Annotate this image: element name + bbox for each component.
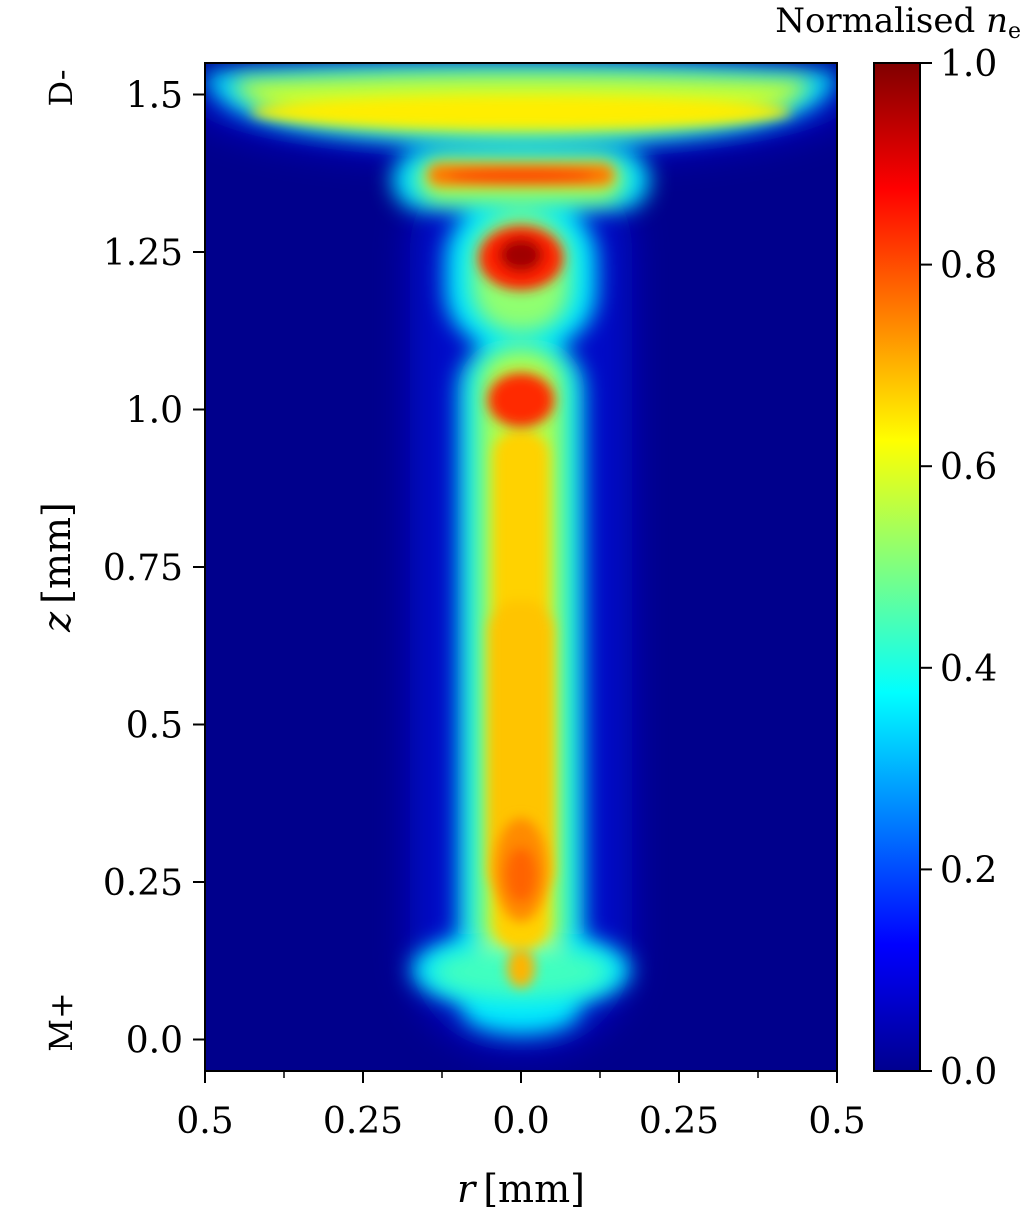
colorbar-tick-label: 0.0 — [940, 1052, 997, 1093]
y-tick-label: 0.5 — [126, 706, 183, 747]
x-tick-label: 0.25 — [639, 1101, 719, 1142]
colorbar-tick-label: 0.6 — [940, 447, 997, 488]
colorbar-tick-label: 0.2 — [940, 850, 997, 891]
colorbar-tick-label: 0.8 — [940, 246, 997, 287]
y-tick-label: 0.25 — [103, 863, 183, 904]
colorbar — [873, 62, 921, 1072]
colorbar-tick-label: 0.4 — [940, 649, 997, 690]
y-tick-label: 1.25 — [103, 233, 183, 274]
electrode-top-label: D- — [42, 69, 80, 106]
electrode-bottom-label: M+ — [42, 992, 80, 1052]
x-tick-label: 0.0 — [492, 1101, 549, 1142]
y-axis-label: z[mm] — [35, 502, 79, 633]
x-tick-label: 0.25 — [323, 1101, 403, 1142]
x-tick-label: 0.5 — [808, 1101, 865, 1142]
y-tick-label: 0.0 — [126, 1021, 183, 1062]
colorbar-ticks: 0.0 0.2 0.4 0.6 0.8 1.0 — [920, 44, 997, 1093]
x-axis: 0.5 0.25 0.0 0.25 0.5 — [176, 1071, 866, 1142]
y-axis: 0.0 0.25 0.5 0.75 1.0 1.25 1.5 — [103, 76, 205, 1062]
y-tick-label: 1.5 — [126, 76, 183, 117]
y-tick-label: 1.0 — [126, 391, 183, 432]
x-tick-label: 0.5 — [176, 1101, 233, 1142]
colorbar-title: Normalised ne — [775, 1, 1021, 44]
y-tick-label: 0.75 — [103, 548, 183, 589]
x-axis-label: r [mm] — [457, 1167, 585, 1211]
colorbar-tick-label: 1.0 — [940, 44, 997, 85]
heatmap-image — [205, 63, 837, 1071]
